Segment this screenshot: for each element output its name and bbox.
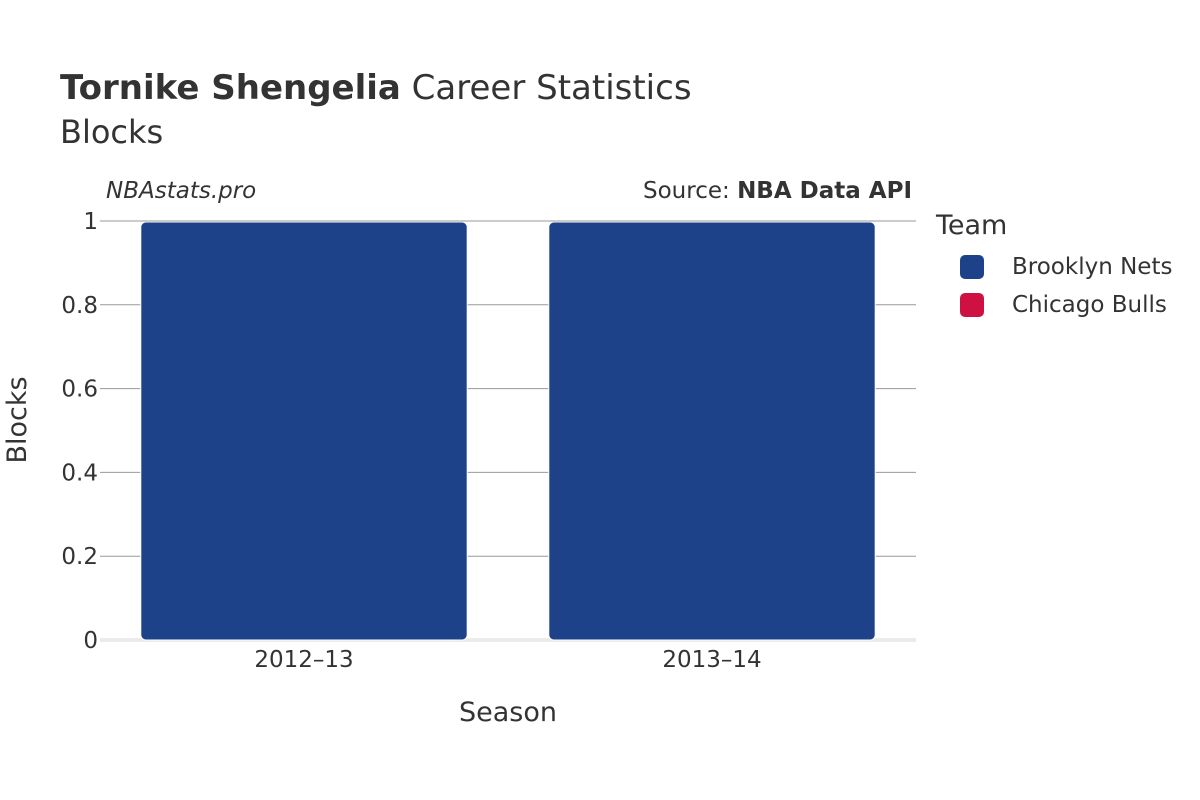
bar-brooklyn-nets-0[interactable] [140, 221, 468, 641]
x-tick-label: 2012–13 [254, 647, 353, 673]
y-tick-label: 0.8 [61, 293, 98, 319]
legend-label: Chicago Bulls [1012, 292, 1167, 318]
chart-title: Tornike Shengelia Career Statistics [60, 66, 692, 110]
source-name: NBA Data API [737, 178, 912, 204]
x-tick-labels: 2012–13 2013–14 [254, 647, 761, 673]
legend-item-chicago-bulls[interactable]: Chicago Bulls [960, 290, 1167, 320]
legend-swatch [960, 293, 984, 317]
legend-title: Team [936, 210, 1008, 241]
source-prefix: Source: [643, 178, 738, 204]
source-credit: Source: NBA Data API [643, 178, 912, 204]
y-tick-label: 0 [83, 628, 98, 654]
watermark: NBAstats.pro [106, 178, 257, 204]
y-tick-label: 0.6 [61, 377, 98, 403]
legend-label: Brooklyn Nets [1012, 254, 1173, 280]
y-axis-label: Blocks [2, 376, 33, 463]
x-axis-label: Season [459, 697, 557, 728]
legend-swatch [960, 255, 984, 279]
y-tick-label: 1 [83, 209, 98, 235]
bar-brooklyn-nets-1[interactable] [548, 221, 876, 641]
bars [140, 221, 876, 641]
player-name: Tornike Shengelia [60, 68, 401, 108]
chart-subtitle: Blocks [60, 113, 164, 151]
x-tick-label: 2013–14 [662, 647, 761, 673]
legend-item-brooklyn-nets[interactable]: Brooklyn Nets [960, 252, 1172, 282]
y-tick-labels: 0 0.2 0.4 0.6 0.8 1 [61, 209, 98, 654]
y-tick-label: 0.2 [61, 544, 98, 570]
legend: Team Brooklyn Nets Chicago Bulls [936, 208, 1172, 318]
title-suffix: Career Statistics [400, 68, 692, 108]
y-tick-label: 0.4 [61, 460, 98, 486]
